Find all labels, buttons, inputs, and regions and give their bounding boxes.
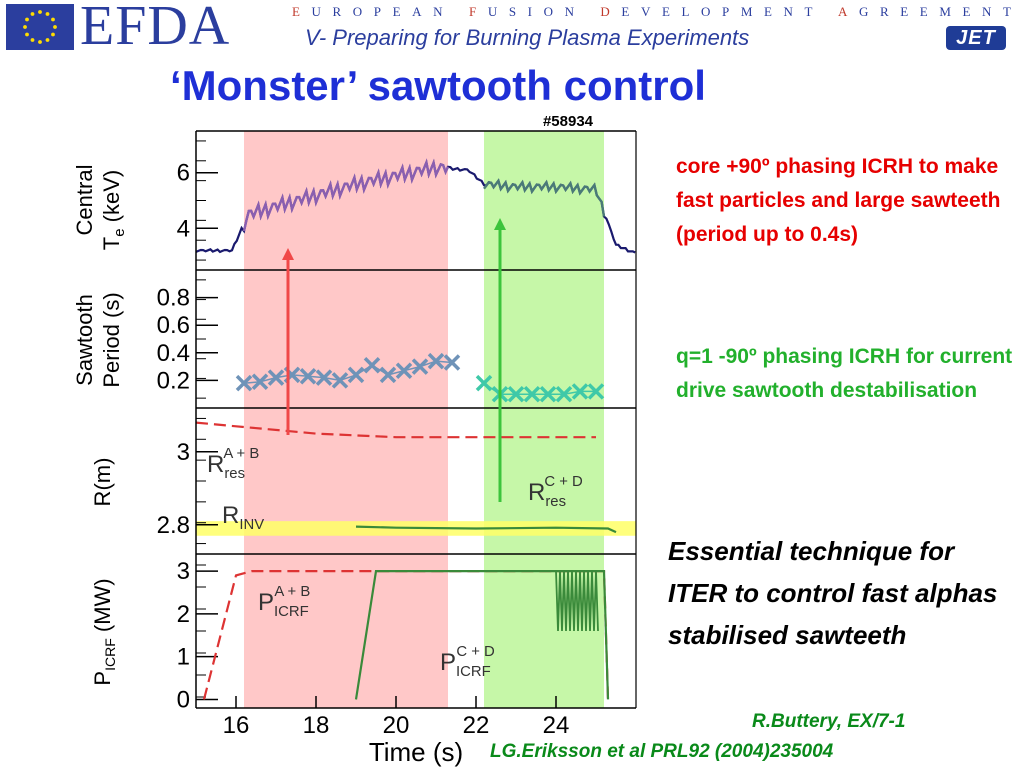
sawtooth-period-y-axis-label: SawtoothPeriod (s) [72,292,124,387]
tagline-part-4: D [600,4,622,19]
picrf-solid-line [354,570,610,700]
eu-star-icon [23,25,27,29]
y-tick-label: 0.2 [157,367,190,394]
x-tick-label: 18 [303,712,330,739]
eu-star-icon [51,32,55,37]
x-tick-label: 16 [223,712,250,739]
efda-logo: EFDA [80,0,231,57]
x-tick-label: 20 [383,712,410,739]
sawtooth-period-point [443,354,461,371]
te-phase-overlay-red [242,158,450,232]
r-res-cd-label-superscript: C + D [544,474,583,490]
efda-tagline: EUROPEAN FUSION DEVELOPMENT AGREEMENT [292,4,1023,20]
sawtooth-period-point [555,385,573,403]
sawtooth-period-point [379,366,397,384]
sawtooth-period-point [539,385,557,403]
radius-dashed-line [195,421,596,439]
y-tick-label: 2.8 [157,512,190,539]
sawtooth-period-point [363,356,381,374]
picrf-dashed-line [202,570,610,700]
sawtooth-period-point [523,385,541,403]
y-tick-label: 4 [177,215,190,242]
y-tick-label: 3 [177,558,190,585]
picrf-modulation-line [555,571,599,632]
red-arrow-icon-head [282,248,294,260]
reference-2: LG.Eriksson et al PRL92 (2004)235004 [490,741,834,762]
red-phase-note: core +90º phasing ICRH to make fast part… [676,155,1001,246]
sawtooth-period-point [395,362,413,379]
eu-star-icon [25,17,29,22]
sawtooth-period-point [587,383,605,400]
te-phase-overlay-green [483,178,606,217]
tagline-part-6: A [837,4,859,19]
p-icrf-cd-label-superscript: C + D [456,644,495,660]
r-res-ab-label-superscript: A + B [223,446,259,462]
eu-star-icon [30,12,35,16]
y-tick-label: 0 [177,686,190,713]
eu-star-icon [45,12,50,16]
y-tick-label: 6 [177,160,190,187]
tagline-part-7: GREEMENT [858,4,1023,19]
sawtooth-period-point [235,374,253,392]
iter-note: Essential technique for ITER to control … [668,536,998,650]
te-y-axis-label: CentralTe (keV) [72,165,128,251]
sawtooth-period-point [299,368,317,385]
y-tick-label: 0.4 [157,340,190,367]
green-arrow-icon-head [494,218,506,230]
y-tick-label: 0.8 [157,285,190,312]
radius-y-axis-label: R(m) [90,458,115,507]
reference-1: R.Buttery, EX/7-1 [752,711,906,732]
sawtooth-period-point [475,374,493,392]
tagline-part-5: EVELOPMENT [621,4,838,19]
sawtooth-period-point [571,383,589,400]
sawtooth-period-point [315,369,333,386]
eu-star-icon [25,32,29,37]
eu-star-icon [51,17,55,22]
y-tick-label: 3 [177,439,190,466]
sawtooth-period-point [251,373,269,391]
sawtooth-period-point [347,366,365,384]
r-res-cd-label: Rres [528,479,566,510]
eu-star-icon [38,10,42,14]
shot-number-label: #58934 [543,113,594,130]
picrf-y-axis-label: PICRF (MW) [90,578,118,685]
x-tick-label: 24 [543,712,570,739]
p-icrf-ab-label-superscript: A + B [274,584,310,600]
p-icrf-ab-label: PICRF [258,589,309,620]
eu-star-icon [45,38,50,42]
eu-star-icon [38,40,42,44]
p-icrf-cd-label: PICRF [440,649,491,680]
tagline-part-2: F [469,4,488,19]
eu-flag-icon [6,4,74,50]
tagline-part-1: UROPEAN [311,4,469,19]
tagline-part-0: E [292,4,312,19]
sawtooth-period-point [427,352,445,370]
green-phase-note: q=1 -90º phasing ICRH for current drive … [676,345,1013,402]
r-inv-label: RINV [222,502,264,533]
highlight-band-red [244,131,448,708]
slide-subtitle: V- Preparing for Burning Plasma Experime… [305,25,750,50]
jet-logo: JET [946,26,1006,50]
y-tick-label: 2 [177,601,190,628]
slide-title: ‘Monster’ sawtooth control [170,62,706,109]
eu-star-icon [30,38,35,42]
sawtooth-period-point [411,358,429,375]
sawtooth-period-point [331,372,349,389]
radius-solid-line [355,525,617,534]
sawtooth-period-point [267,369,285,386]
r-res-ab-label: Rres [207,451,245,482]
eu-star-icon [53,25,57,29]
tagline-part-3: USION [487,4,601,19]
y-tick-label: 1 [177,644,190,671]
y-tick-label: 0.6 [157,312,190,339]
x-tick-label: 22 [463,712,490,739]
x-axis-label: Time (s) [369,737,463,767]
sawtooth-period-point [507,385,525,403]
